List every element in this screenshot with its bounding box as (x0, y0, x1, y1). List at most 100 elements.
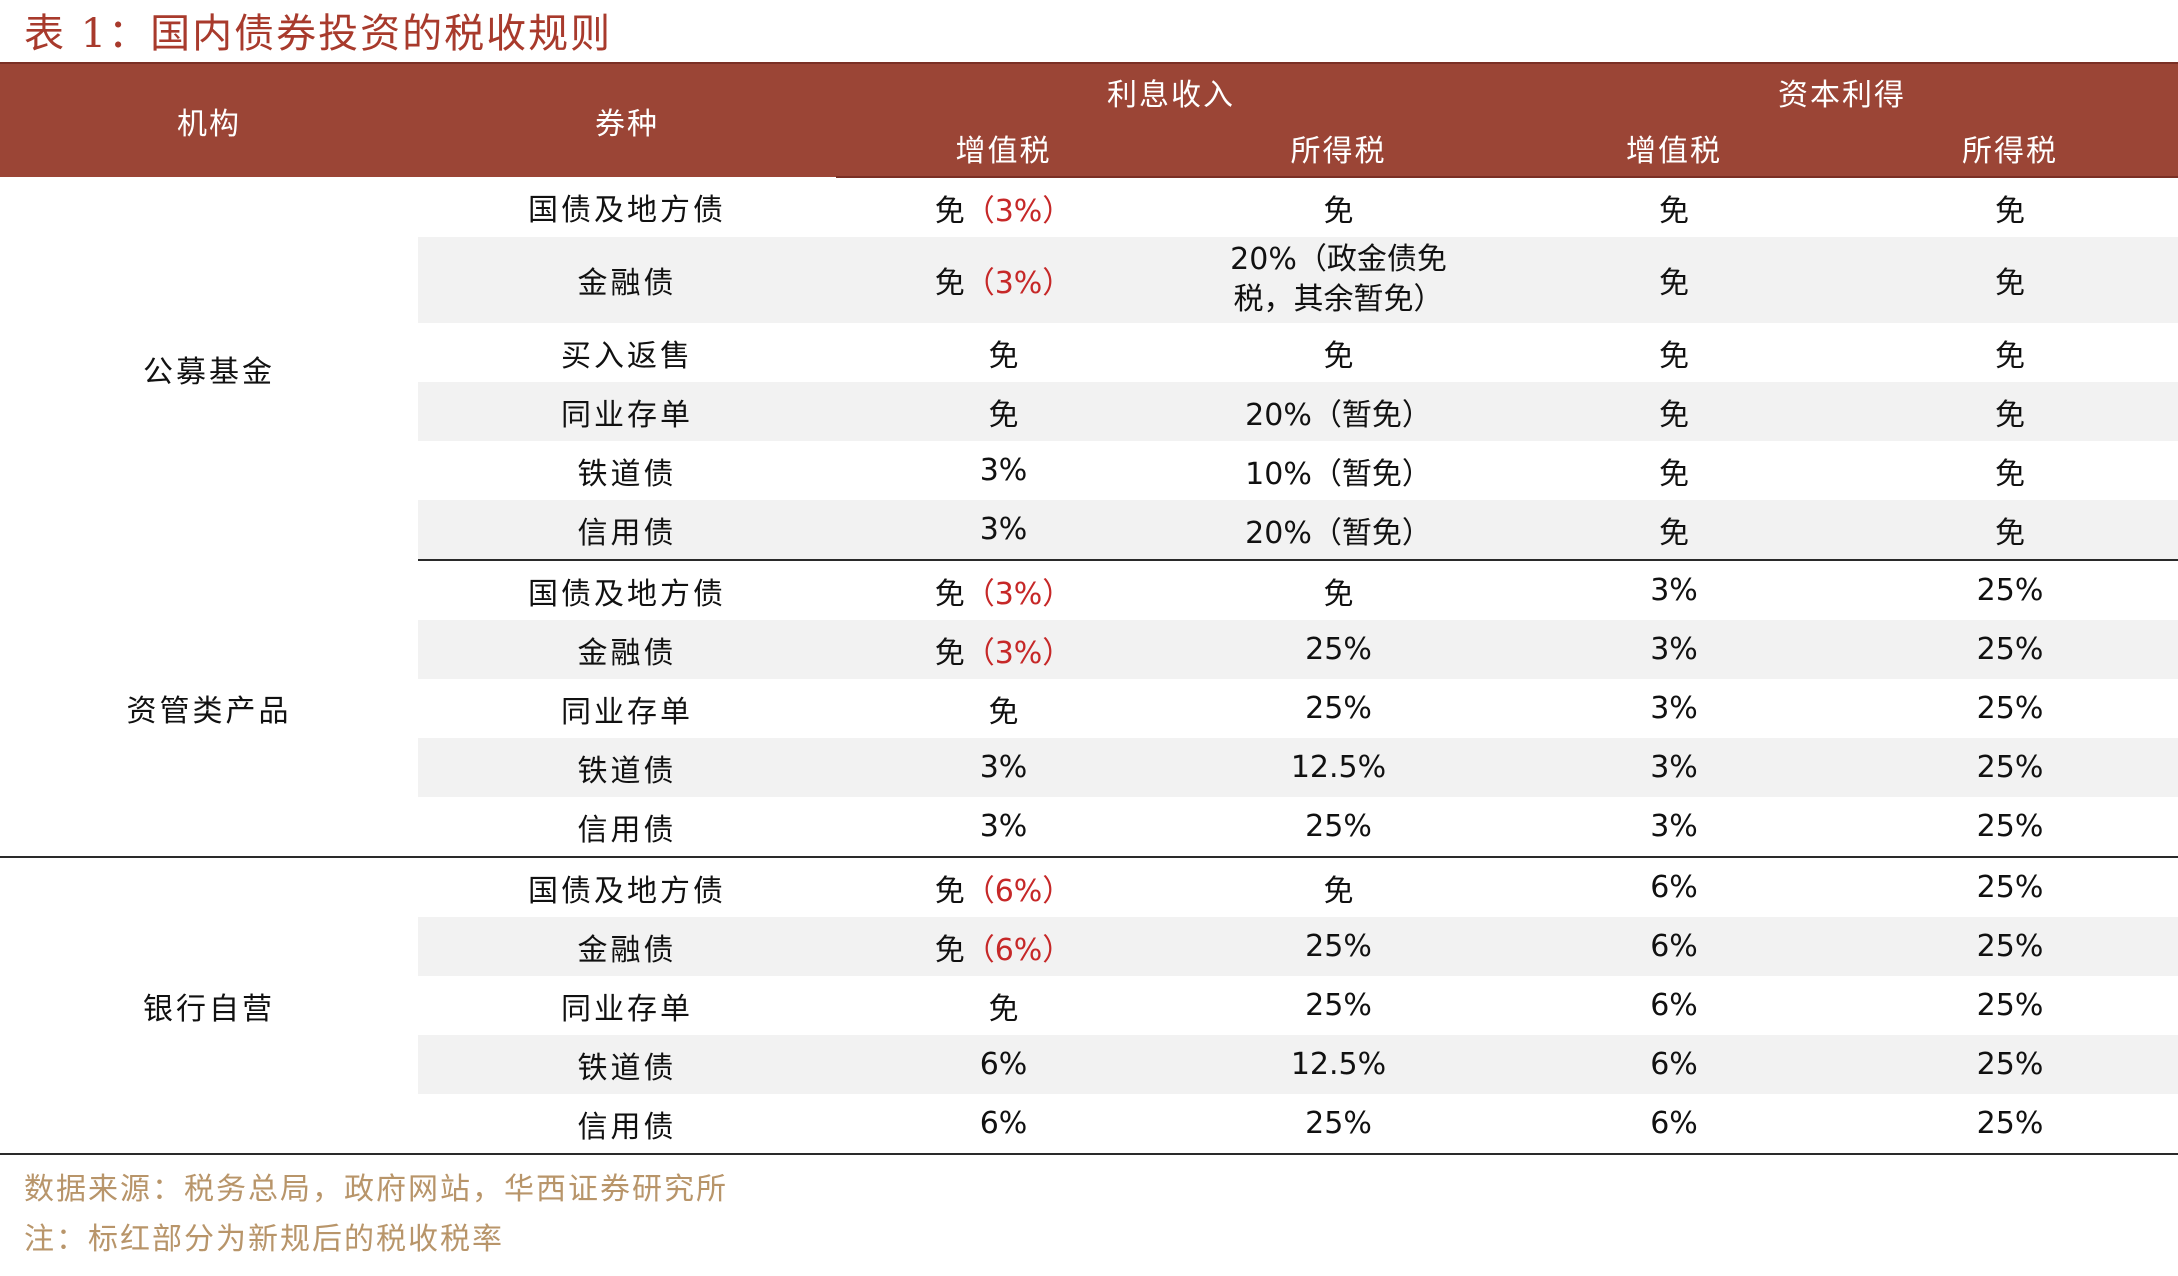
interest-vat-cell: 免（3%） (836, 237, 1171, 323)
interest-income-tax-cell: 免 (1323, 873, 1354, 909)
bond-cell: 金融债 (418, 237, 836, 323)
interest-vat-cell: 免 (988, 991, 1019, 1027)
interest-income-tax-cell: 免 (1323, 338, 1354, 374)
capital-vat-cell: 免 (1506, 237, 1842, 323)
new-rate-highlight: （3%） (964, 266, 1073, 301)
table-row: 金融债 免（3%） 20%（政金债免 税，其余暂免） 免 免 (0, 237, 2178, 323)
interest-vat-cell: 3% (836, 797, 1171, 858)
institution-cell: 银行自营 (0, 857, 418, 1155)
interest-income-tax-cell: 20%（政金债免 税，其余暂免） (1171, 237, 1506, 323)
interest-vat-cell: 免（6%） (836, 917, 1171, 976)
header-capital-vat: 增值税 (1506, 120, 1842, 178)
capital-vat-cell: 6% (1650, 988, 1698, 1023)
interest-income-tax-cell: 20%（暂免） (1171, 382, 1506, 441)
capital-vat-cell: 3% (1506, 797, 1842, 858)
capital-vat-cell: 6% (1506, 1094, 1842, 1155)
bond-cell: 铁道债 (418, 1035, 836, 1094)
note-footnote: 注：标红部分为新规后的税收税率 (24, 1222, 504, 1257)
new-rate-highlight: （3%） (964, 576, 1073, 612)
new-rate-highlight: （3%） (964, 193, 1073, 229)
interest-income-tax-cell: 20%（暂免） (1171, 500, 1506, 561)
capital-vat-cell: 6% (1506, 1035, 1842, 1094)
interest-income-tax-cell: 25% (1171, 620, 1506, 679)
interest-income-tax-cell: 25% (1305, 988, 1372, 1023)
table-row: 信用债 3% 20%（暂免） 免 免 (0, 500, 2178, 561)
interest-income-tax-cell: 12.5% (1171, 738, 1506, 797)
capital-vat-cell: 免 (1659, 338, 1689, 374)
table-row: 银行自营 国债及地方债 免（6%） 免 6% 25% (0, 857, 2178, 1155)
capital-vat-cell: 免 (1659, 456, 1689, 492)
bond-cell: 同业存单 (561, 694, 693, 730)
tax-rules-table: 机构 券种 利息收入 资本利得 增值税 所得税 增值税 所得税 公募基金 国债及… (0, 64, 2178, 1155)
header-capital-gain: 资本利得 (1506, 64, 2178, 120)
header-bond-type: 券种 (418, 64, 836, 177)
header-interest-income-tax: 所得税 (1171, 120, 1506, 178)
interest-vat-cell: 免（3%） (934, 576, 1073, 612)
bond-cell: 铁道债 (418, 738, 836, 797)
table-row: 金融债 免（3%） 25% 3% 25% (0, 620, 2178, 679)
table-row: 金融债 免（6%） 25% 6% 25% (0, 917, 2178, 976)
capital-vat-cell: 免 (1506, 500, 1842, 561)
capital-vat-cell: 3% (1506, 620, 1842, 679)
capital-vat-cell: 6% (1506, 917, 1842, 976)
bond-cell: 信用债 (418, 1094, 836, 1155)
interest-vat-cell: 免 (988, 338, 1019, 374)
interest-income-tax-cell: 12.5% (1171, 1035, 1506, 1094)
bond-cell: 金融债 (418, 917, 836, 976)
table-row: 同业存单 免 25% 3% 25% (0, 679, 2178, 738)
capital-income-tax-cell: 免 (1995, 456, 2025, 492)
interest-income-tax-cell: 10%（暂免） (1245, 456, 1432, 492)
table-row: 同业存单 免 20%（暂免） 免 免 (0, 382, 2178, 441)
bond-cell: 同业存单 (418, 382, 836, 441)
interest-income-tax-cell: 免 (1323, 576, 1354, 612)
capital-income-tax-cell: 25% (1842, 738, 2178, 797)
capital-vat-cell: 6% (1650, 870, 1698, 905)
table-row: 铁道债 3% 12.5% 3% 25% (0, 738, 2178, 797)
table-row: 信用债 3% 25% 3% 25% (0, 797, 2178, 858)
interest-vat-cell: 3% (836, 500, 1171, 561)
table-row: 铁道债 3% 10%（暂免） 免 免 (0, 441, 2178, 500)
capital-income-tax-cell: 免 (1995, 338, 2025, 374)
interest-vat-cell: 6% (836, 1035, 1171, 1094)
table-title: 表 1：国内债券投资的税收规则 (24, 11, 613, 57)
bond-cell: 国债及地方债 (528, 193, 726, 228)
bond-cell: 信用债 (418, 797, 836, 858)
institution-cell: 资管类产品 (0, 560, 418, 858)
interest-vat-cell: 免（6%） (934, 873, 1073, 909)
table-row: 买入返售 免 免 免 免 (0, 323, 2178, 382)
capital-income-tax-cell: 25% (1976, 988, 2044, 1023)
table-row: 公募基金 国债及地方债 免（3%） 免 免 免 (0, 177, 2178, 560)
new-rate-highlight: （6%） (964, 873, 1073, 909)
interest-income-tax-cell: 25% (1171, 1094, 1506, 1155)
table-row: 资管类产品 国债及地方债 免（3%） 免 3% 25% (0, 560, 2178, 858)
bond-cell: 国债及地方债 (528, 576, 726, 612)
capital-income-tax-cell: 25% (1842, 1094, 2178, 1155)
bond-cell: 铁道债 (577, 456, 677, 492)
capital-income-tax-cell: 25% (1842, 797, 2178, 858)
table-row: 铁道债 6% 12.5% 6% 25% (0, 1035, 2178, 1094)
capital-income-tax-cell: 25% (1842, 620, 2178, 679)
interest-income-tax-cell: 免 (1323, 193, 1354, 229)
interest-income-tax-cell: 25% (1305, 691, 1372, 726)
capital-vat-cell: 免 (1659, 193, 1689, 229)
interest-vat-cell: 6% (836, 1094, 1171, 1155)
interest-vat-cell: 免（3%） (934, 193, 1073, 229)
new-rate-highlight: （3%） (964, 635, 1073, 671)
interest-vat-cell: 3% (979, 453, 1028, 488)
capital-vat-cell: 免 (1506, 382, 1842, 441)
bond-cell: 买入返售 (561, 338, 693, 374)
bond-cell: 金融债 (418, 620, 836, 679)
header-institution: 机构 (0, 64, 418, 177)
capital-income-tax-cell: 25% (1976, 870, 2044, 905)
interest-income-tax-cell: 25% (1171, 917, 1506, 976)
capital-income-tax-cell: 25% (1976, 573, 2044, 608)
interest-vat-cell: 免 (988, 694, 1019, 730)
capital-vat-cell: 3% (1650, 691, 1698, 726)
interest-vat-cell: 免 (836, 382, 1171, 441)
capital-vat-cell: 3% (1506, 738, 1842, 797)
capital-income-tax-cell: 免 (1842, 500, 2178, 561)
bond-cell: 同业存单 (561, 991, 693, 1027)
capital-income-tax-cell: 免 (1842, 382, 2178, 441)
header-interest-vat: 增值税 (836, 120, 1171, 178)
